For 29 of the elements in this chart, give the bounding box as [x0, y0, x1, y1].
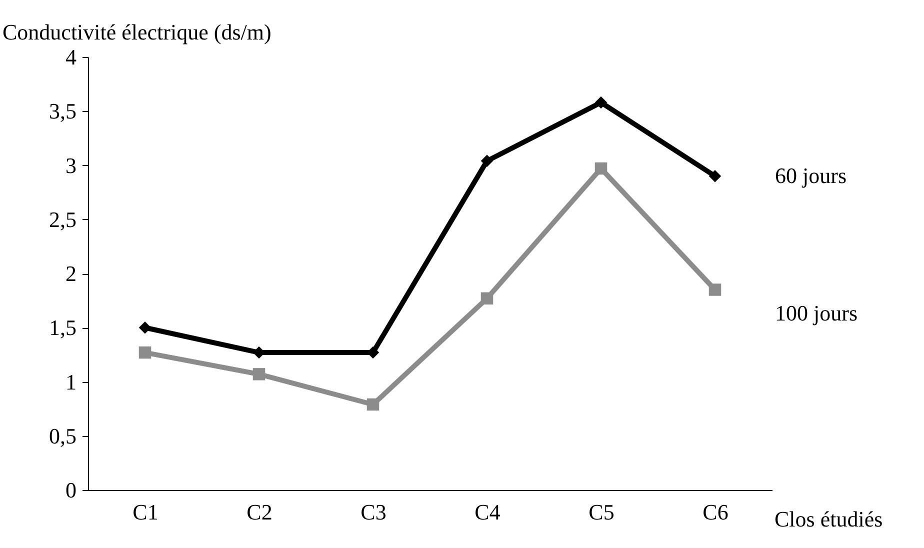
- text: 100 jours: [775, 300, 858, 326]
- point: [480, 154, 494, 168]
- y-tick-label: 3: [66, 152, 76, 178]
- y-axis-title: Conductivité électrique (ds/m): [2, 20, 272, 44]
- x-tick-label: C5: [588, 500, 614, 524]
- point: [138, 322, 152, 334]
- point: [708, 284, 722, 296]
- y-tick-label: 2: [66, 261, 76, 286]
- y-tick-label: 2,5: [49, 206, 76, 232]
- y-tick-label: 4: [66, 44, 76, 70]
- x-tick-label: C4: [474, 500, 500, 524]
- point: [138, 346, 152, 359]
- point: [594, 162, 608, 175]
- point: [366, 398, 380, 411]
- text: 60 jours: [775, 163, 846, 188]
- x-tick-label: C3: [360, 500, 386, 524]
- x-tick-label: C6: [702, 500, 728, 524]
- y-tick-label: 1: [66, 369, 76, 394]
- x-tick-label: C2: [246, 500, 272, 524]
- point: [252, 368, 266, 380]
- y-tick-label: 3,5: [49, 98, 76, 124]
- point: [708, 170, 722, 182]
- point: [594, 96, 608, 109]
- point: [480, 292, 494, 305]
- y-tick-label: 0,5: [49, 423, 76, 448]
- x-axis-title: Clos étudiés: [774, 506, 883, 532]
- x-tick-label: C1: [132, 500, 158, 524]
- y-tick-label: 0: [66, 478, 76, 502]
- y-tick-label: 1,5: [49, 315, 76, 340]
